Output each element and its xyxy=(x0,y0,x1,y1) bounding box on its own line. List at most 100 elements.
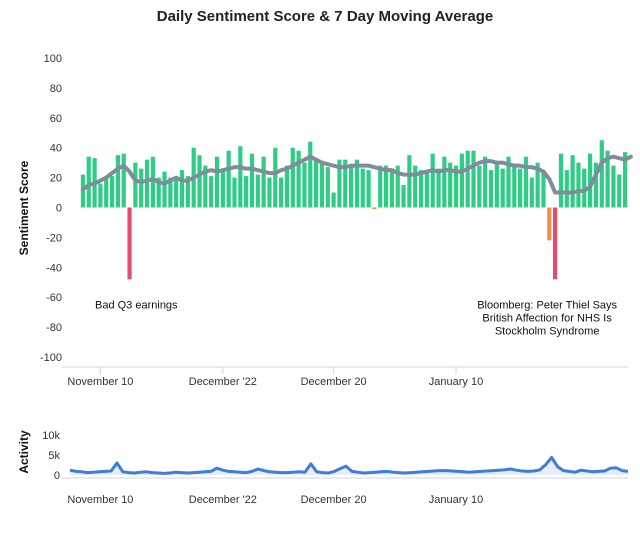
y-tick-label: 100 xyxy=(44,53,62,65)
sentiment-bar xyxy=(232,177,237,208)
navigator-x-tick-label: December 20 xyxy=(301,494,367,506)
sentiment-bar xyxy=(436,168,441,208)
sentiment-bar xyxy=(459,153,464,208)
sentiment-bar xyxy=(372,207,377,209)
sentiment-bar xyxy=(588,153,593,208)
sentiment-bar xyxy=(127,207,132,280)
chart-title: Daily Sentiment Score & 7 Day Moving Ave… xyxy=(157,8,494,25)
navigator-x-tick-label: January 10 xyxy=(429,494,483,506)
annotation-text: British Affection for NHS Is xyxy=(482,312,612,324)
y-tick-label: -80 xyxy=(46,322,62,334)
sentiment-bar xyxy=(273,147,278,208)
sentiment-bar xyxy=(244,176,249,208)
navigator[interactable]: 10k 5k 0 November 10 December '22 December 20… xyxy=(42,430,629,506)
y-tick-label: -100 xyxy=(40,352,62,364)
navigator-y-tick: 10k xyxy=(42,430,60,442)
sentiment-bar xyxy=(121,153,126,208)
sentiment-bar xyxy=(104,176,109,208)
annotation: Bad Q3 earnings xyxy=(95,299,178,311)
sentiment-bar xyxy=(267,177,272,208)
sentiment-bar xyxy=(430,153,435,208)
sentiment-bar xyxy=(325,167,330,208)
sentiment-bar xyxy=(86,156,91,208)
sentiment-bar xyxy=(483,156,488,208)
sentiment-bar xyxy=(442,156,447,208)
sentiment-bar xyxy=(599,140,604,208)
sentiment-bar xyxy=(203,165,208,208)
sentiment-bar xyxy=(290,147,295,208)
navigator-y-tick: 0 xyxy=(54,470,60,482)
x-tick-label: November 10 xyxy=(67,376,133,388)
y-tick-label: 80 xyxy=(50,83,62,95)
bar-series xyxy=(80,140,628,280)
y-tick-label: 0 xyxy=(56,203,62,215)
sentiment-bar xyxy=(582,168,587,208)
y-axis-ticks: 100 80 60 40 20 0 -20 -40 -60 -80 -100 xyxy=(40,53,62,364)
sentiment-bar xyxy=(547,207,552,241)
sentiment-bar xyxy=(453,165,459,208)
sentiment-bar xyxy=(506,156,511,208)
sentiment-bar xyxy=(500,168,505,208)
sentiment-bar xyxy=(512,165,517,208)
sentiment-bar xyxy=(209,176,214,208)
annotation-text: Bloomberg: Peter Thiel Says xyxy=(477,299,617,311)
sentiment-bar xyxy=(98,183,103,208)
sentiment-bar xyxy=(302,162,307,208)
sentiment-bar xyxy=(576,162,581,208)
navigator-x-tick-label: November 10 xyxy=(67,494,133,506)
sentiment-bar xyxy=(553,207,558,280)
sentiment-bar xyxy=(185,176,190,208)
sentiment-bar xyxy=(448,162,453,208)
sentiment-bar xyxy=(465,150,470,208)
sentiment-bar xyxy=(413,165,418,208)
annotations: Bad Q3 earnings Bloomberg: Peter Thiel Sa… xyxy=(95,299,618,337)
sentiment-bar xyxy=(261,156,266,208)
y-tick-label: -60 xyxy=(46,292,62,304)
sentiment-bar xyxy=(197,155,202,208)
sentiment-bar xyxy=(518,168,523,208)
sentiment-bar xyxy=(133,162,138,208)
sentiment-bar xyxy=(296,150,301,208)
sentiment-bar xyxy=(488,170,494,208)
sentiment-bar xyxy=(174,177,179,208)
sentiment-bar xyxy=(109,176,115,208)
y-tick-label: 40 xyxy=(50,143,62,155)
navigator-x-tick-label: December '22 xyxy=(189,494,257,506)
sentiment-bar xyxy=(139,168,144,208)
sentiment-bar xyxy=(168,177,173,208)
sentiment-bar xyxy=(407,155,412,208)
sentiment-bar xyxy=(529,177,534,208)
navigator-line xyxy=(69,455,629,475)
annotation-text: Bad Q3 earnings xyxy=(95,299,178,311)
sentiment-bar xyxy=(395,165,400,208)
sentiment-bar xyxy=(541,173,546,208)
moving-average-series xyxy=(80,154,633,195)
sentiment-bar xyxy=(255,174,260,208)
sentiment-bar xyxy=(319,161,325,208)
y-tick-label: -40 xyxy=(46,262,62,274)
sentiment-bar xyxy=(523,156,529,208)
sentiment-bar xyxy=(360,168,365,208)
sentiment-bar xyxy=(366,170,371,208)
navigator-y-tick: 5k xyxy=(48,450,60,462)
sentiment-bar xyxy=(348,165,354,208)
y-tick-label: 60 xyxy=(50,113,62,125)
sentiment-bar xyxy=(611,165,616,208)
sentiment-bar xyxy=(471,150,476,208)
sentiment-bar xyxy=(308,141,313,208)
sentiment-bar xyxy=(150,156,155,208)
sentiment-bar xyxy=(389,168,394,208)
sentiment-bar xyxy=(494,162,499,208)
moving-average-line xyxy=(80,154,633,195)
navigator-y-label: Activity xyxy=(17,430,31,474)
sentiment-bar xyxy=(284,165,290,208)
y-tick-label: 20 xyxy=(50,173,62,185)
sentiment-bar xyxy=(343,159,348,208)
sentiment-bar xyxy=(378,165,383,208)
sentiment-bar xyxy=(593,162,599,208)
sentiment-bar xyxy=(617,174,622,208)
sentiment-bar xyxy=(279,177,284,208)
sentiment-bar xyxy=(477,165,482,208)
